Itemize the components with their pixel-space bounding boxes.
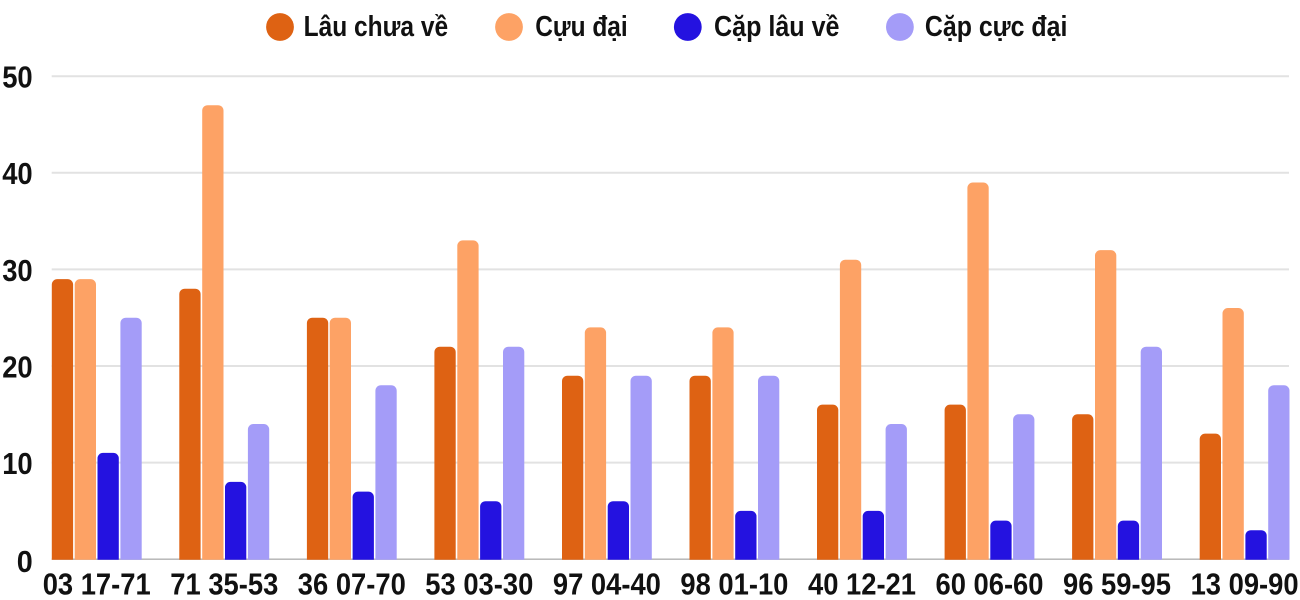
svg-text:97 04-40: 97 04-40 [553, 567, 661, 600]
svg-text:40: 40 [2, 157, 33, 191]
svg-text:Lâu chưa về: Lâu chưa về [304, 11, 449, 43]
svg-text:13 09-90: 13 09-90 [1191, 567, 1299, 600]
svg-text:20: 20 [2, 350, 33, 384]
svg-text:30: 30 [2, 254, 33, 288]
svg-text:Cựu đại: Cựu đại [535, 11, 628, 43]
svg-text:Cặp cực đại: Cặp cực đại [925, 11, 1068, 43]
svg-text:98 01-10: 98 01-10 [680, 567, 788, 600]
svg-text:71 35-53: 71 35-53 [170, 567, 278, 600]
svg-text:96 59-95: 96 59-95 [1063, 567, 1171, 600]
svg-text:60 06-60: 60 06-60 [936, 567, 1044, 600]
svg-text:36 07-70: 36 07-70 [298, 567, 406, 600]
svg-text:40 12-21: 40 12-21 [808, 567, 916, 600]
svg-text:Cặp lâu về: Cặp lâu về [714, 11, 840, 43]
svg-text:10: 10 [2, 447, 33, 481]
svg-text:03 17-71: 03 17-71 [43, 567, 151, 600]
svg-text:53 03-30: 53 03-30 [425, 567, 533, 600]
svg-text:50: 50 [2, 61, 33, 95]
svg-text:0: 0 [17, 545, 33, 579]
